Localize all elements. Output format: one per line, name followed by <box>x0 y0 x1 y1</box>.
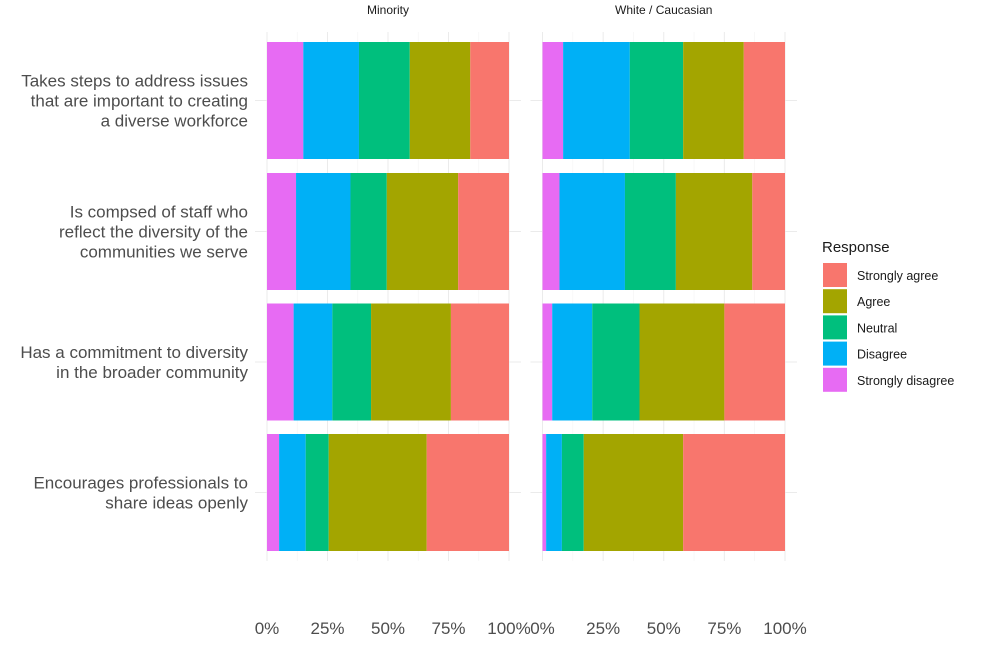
bar-segment-disagree <box>303 42 359 159</box>
bar-segment-agree <box>386 173 459 290</box>
y-category-label-line: Is compsed of staff who <box>70 203 248 222</box>
bar-segment-disagree <box>293 303 333 421</box>
legend-key-strongly-agree <box>823 263 847 287</box>
bar-segment-strongly-agree <box>450 303 509 421</box>
x-tick-label: 75% <box>431 619 465 638</box>
bar-segment-disagree <box>546 434 562 551</box>
bar-segment-strongly-disagree <box>267 434 280 551</box>
bar-segment-agree <box>683 42 744 159</box>
bar-segment-agree <box>328 434 427 551</box>
bar-segment-strongly-agree <box>724 303 785 421</box>
bar-segment-strongly-agree <box>683 434 785 551</box>
legend-label: Disagree <box>857 348 907 362</box>
bar-segment-strongly-agree <box>470 42 509 159</box>
legend-label: Neutral <box>857 321 897 335</box>
y-category-label-line: Takes steps to address issues <box>21 72 248 91</box>
bar-segment-disagree <box>552 303 593 421</box>
bar-segment-agree <box>675 173 753 290</box>
bar-segment-strongly-agree <box>458 173 509 290</box>
y-category-label-line: in the broader community <box>56 363 248 382</box>
y-category-label: Is compsed of staff who reflect the diver… <box>59 203 248 262</box>
bar-segment-neutral <box>350 173 387 290</box>
bar-segment-strongly-disagree <box>542 42 564 159</box>
y-category-label-line: Has a commitment to diversity <box>20 343 248 362</box>
bar-segment-strongly-disagree <box>542 434 547 551</box>
legend-title: Response <box>822 239 890 256</box>
bar-segment-agree <box>409 42 471 159</box>
x-tick-label: 50% <box>371 619 405 638</box>
x-tick-label: 100% <box>487 619 530 638</box>
bar-segment-agree <box>583 434 684 551</box>
bar-segment-neutral <box>592 303 640 421</box>
bar-segment-strongly-disagree <box>267 173 297 290</box>
bar-segment-neutral <box>629 42 684 159</box>
legend-label: Strongly disagree <box>857 374 954 388</box>
bar-segment-agree <box>639 303 725 421</box>
y-category-label-line: Encourages professionals to <box>33 474 248 493</box>
bar-segment-strongly-disagree <box>542 303 553 421</box>
y-category-label: Encourages professionals to share ideas o… <box>33 474 248 513</box>
x-tick-label: 25% <box>310 619 344 638</box>
y-category-label-line: share ideas openly <box>105 494 248 513</box>
bar-segment-neutral <box>561 434 584 551</box>
bar-segment-neutral <box>358 42 410 159</box>
facet-label-0: Minority <box>367 3 409 17</box>
legend-key-agree <box>823 289 847 314</box>
bar-segment-strongly-disagree <box>542 173 560 290</box>
bar-segment-neutral <box>305 434 329 551</box>
bar-segment-neutral <box>624 173 676 290</box>
y-category-label: Takes steps to address issues that are im… <box>21 72 248 131</box>
x-tick-label: 75% <box>707 619 741 638</box>
bar-segment-neutral <box>332 303 372 421</box>
bar-segment-strongly-agree <box>743 42 785 159</box>
legend-key-neutral <box>823 315 847 340</box>
bar-segment-disagree <box>296 173 351 290</box>
bar-segment-strongly-disagree <box>267 303 294 421</box>
bar-segment-disagree <box>563 42 630 159</box>
bar-segment-disagree <box>279 434 306 551</box>
x-tick-label: 25% <box>586 619 620 638</box>
legend-label: Strongly agree <box>857 269 938 283</box>
x-tick-label: 100% <box>763 619 806 638</box>
y-category-label-line: communities we serve <box>80 243 248 262</box>
y-category-label-line: a diverse workforce <box>101 112 248 131</box>
bar-segment-disagree <box>559 173 625 290</box>
bar-segment-strongly-disagree <box>267 42 304 159</box>
x-tick-label: 0% <box>255 619 280 638</box>
bar-segment-strongly-agree <box>426 434 509 551</box>
facet-label-1: White / Caucasian <box>615 3 712 17</box>
y-category-label: Has a commitment to diversity in the broa… <box>20 343 248 382</box>
legend-key-strongly-disagree <box>823 367 847 392</box>
bar-segment-agree <box>371 303 451 421</box>
x-tick-label: 0% <box>530 619 555 638</box>
legend-key-disagree <box>823 341 847 366</box>
y-category-label-line: reflect the diversity of the <box>59 223 248 242</box>
bar-segment-strongly-agree <box>752 173 785 290</box>
y-category-label-line: that are important to creating <box>31 92 248 111</box>
x-tick-label: 50% <box>647 619 681 638</box>
legend-label: Agree <box>857 295 890 309</box>
